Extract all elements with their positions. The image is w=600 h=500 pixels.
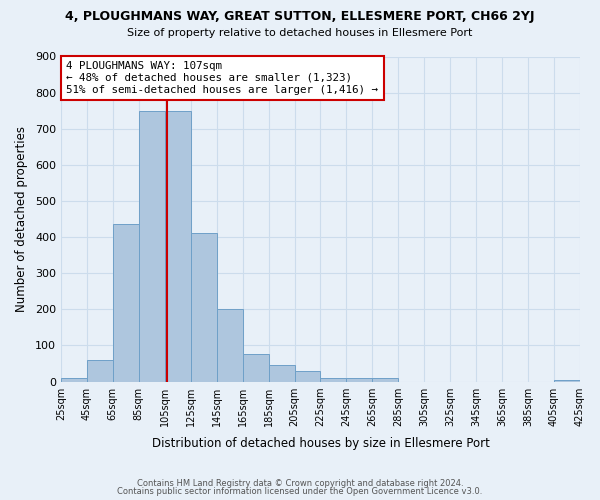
Text: Contains HM Land Registry data © Crown copyright and database right 2024.: Contains HM Land Registry data © Crown c… xyxy=(137,478,463,488)
Bar xyxy=(242,354,269,382)
Bar xyxy=(373,378,398,382)
Bar xyxy=(165,110,191,382)
Bar xyxy=(217,310,242,382)
Bar xyxy=(87,360,113,382)
Bar xyxy=(295,370,320,382)
Bar xyxy=(61,378,87,382)
Bar xyxy=(139,110,165,382)
Text: Size of property relative to detached houses in Ellesmere Port: Size of property relative to detached ho… xyxy=(127,28,473,38)
Bar xyxy=(554,380,580,382)
Bar xyxy=(346,378,373,382)
Bar xyxy=(269,366,295,382)
Bar xyxy=(191,234,217,382)
X-axis label: Distribution of detached houses by size in Ellesmere Port: Distribution of detached houses by size … xyxy=(152,437,490,450)
Text: Contains public sector information licensed under the Open Government Licence v3: Contains public sector information licen… xyxy=(118,487,482,496)
Text: 4 PLOUGHMANS WAY: 107sqm
← 48% of detached houses are smaller (1,323)
51% of sem: 4 PLOUGHMANS WAY: 107sqm ← 48% of detach… xyxy=(66,62,378,94)
Bar xyxy=(113,224,139,382)
Text: 4, PLOUGHMANS WAY, GREAT SUTTON, ELLESMERE PORT, CH66 2YJ: 4, PLOUGHMANS WAY, GREAT SUTTON, ELLESME… xyxy=(65,10,535,23)
Bar xyxy=(320,378,346,382)
Y-axis label: Number of detached properties: Number of detached properties xyxy=(15,126,28,312)
